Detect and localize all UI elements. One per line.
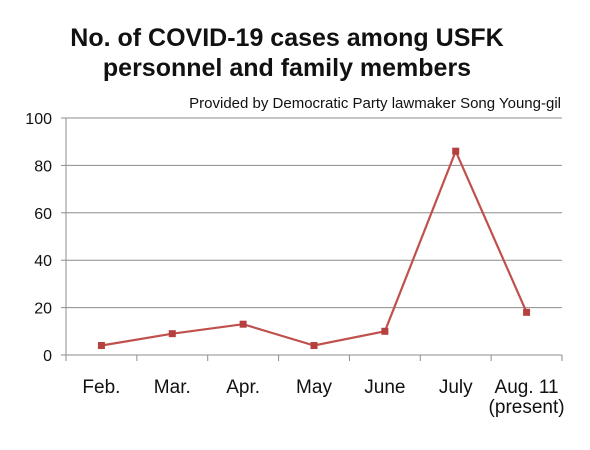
y-tick-label: 40	[34, 253, 52, 270]
chart-subtitle: Provided by Democratic Party lawmaker So…	[189, 95, 561, 112]
data-point	[523, 308, 531, 316]
y-tick-label: 20	[34, 301, 52, 318]
data-point	[381, 327, 389, 335]
x-tick-label: Mar.	[154, 377, 191, 398]
x-tick-label: Feb.	[82, 377, 120, 398]
y-tick-label: 0	[43, 348, 52, 365]
series-line	[101, 148, 528, 347]
x-tick-label: May	[296, 377, 332, 398]
y-tick-label: 80	[34, 158, 52, 175]
data-point	[97, 342, 105, 350]
y-tick-label: 60	[34, 206, 52, 223]
chart-title-line-1: No. of COVID-19 cases among USFK	[70, 24, 503, 52]
x-tick-label: Aug. 11	[495, 377, 559, 398]
y-tick-label: 100	[25, 111, 52, 128]
data-point	[310, 342, 318, 350]
data-point	[239, 320, 247, 328]
x-tick-label: June	[364, 377, 405, 398]
x-tick-label: July	[439, 377, 473, 398]
series-layer	[97, 147, 531, 350]
chart-title-line-2: personnel and family members	[103, 54, 471, 82]
data-point	[452, 147, 460, 155]
axis-layer	[61, 117, 563, 361]
x-tick-label: Apr.	[226, 377, 260, 398]
grid-layer	[66, 117, 562, 309]
x-tick-label: (present)	[489, 397, 565, 418]
label-layer: 0 20 40 60 80 100 Feb. Mar. Apr. May June July Aug. …	[25, 111, 564, 418]
data-point	[168, 330, 176, 338]
